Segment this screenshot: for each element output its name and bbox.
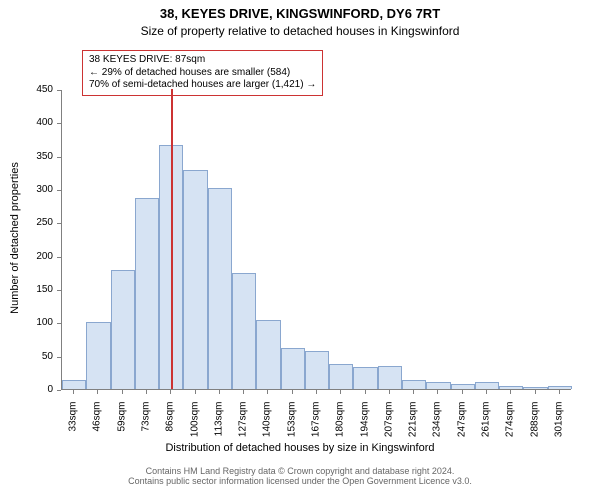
x-tick-label: 59sqm [116, 402, 127, 452]
attribution-line-1: Contains HM Land Registry data © Crown c… [0, 466, 600, 476]
x-tick-mark [146, 390, 147, 394]
histogram-bar [281, 348, 305, 389]
histogram-bar [523, 387, 547, 389]
x-tick-label: 127sqm [238, 402, 249, 452]
y-tick-label: 350 [36, 151, 53, 162]
x-tick-mark [559, 390, 560, 394]
x-tick-mark [267, 390, 268, 394]
histogram-bar [135, 198, 159, 389]
histogram-bar [426, 382, 450, 389]
x-tick-label: 247sqm [456, 402, 467, 452]
x-tick-label: 113sqm [213, 402, 224, 452]
histogram-bar [111, 270, 135, 389]
y-tick-mark [57, 157, 61, 158]
histogram-bar [232, 273, 256, 389]
y-tick-mark [57, 257, 61, 258]
histogram-bar [62, 380, 86, 389]
x-tick-label: 46sqm [92, 402, 103, 452]
annotation-box: 38 KEYES DRIVE: 87sqm ← 29% of detached … [82, 50, 323, 96]
x-tick-mark [510, 390, 511, 394]
x-tick-label: 221sqm [408, 402, 419, 452]
histogram-bar [353, 367, 377, 389]
y-axis-label: Number of detached properties [9, 138, 21, 338]
y-tick-mark [57, 190, 61, 191]
x-tick-label: 288sqm [529, 402, 540, 452]
x-tick-mark [73, 390, 74, 394]
y-tick-label: 0 [47, 384, 53, 395]
y-tick-label: 300 [36, 184, 53, 195]
x-tick-label: 180sqm [335, 402, 346, 452]
page-title: 38, KEYES DRIVE, KINGSWINFORD, DY6 7RT [0, 6, 600, 21]
y-tick-mark [57, 123, 61, 124]
histogram-bar [208, 188, 232, 389]
histogram-bar [402, 380, 426, 389]
y-tick-label: 250 [36, 217, 53, 228]
x-tick-label: 207sqm [383, 402, 394, 452]
x-tick-mark [170, 390, 171, 394]
histogram-bar [256, 320, 280, 389]
x-tick-label: 140sqm [262, 402, 273, 452]
histogram-bar [475, 382, 499, 389]
x-tick-label: 153sqm [286, 402, 297, 452]
x-tick-mark [97, 390, 98, 394]
annotation-line-2: ← 29% of detached houses are smaller (58… [89, 67, 316, 80]
x-tick-mark [243, 390, 244, 394]
x-tick-label: 167sqm [311, 402, 322, 452]
attribution-line-2: Contains public sector information licen… [0, 476, 600, 486]
x-tick-mark [292, 390, 293, 394]
x-tick-mark [316, 390, 317, 394]
histogram-bar [86, 322, 110, 389]
annotation-line-3: 70% of semi-detached houses are larger (… [89, 79, 316, 92]
y-tick-label: 100 [36, 317, 53, 328]
x-tick-mark [122, 390, 123, 394]
x-tick-label: 86sqm [165, 402, 176, 452]
attribution: Contains HM Land Registry data © Crown c… [0, 466, 600, 486]
y-tick-mark [57, 90, 61, 91]
x-tick-label: 274sqm [505, 402, 516, 452]
histogram-bar [183, 170, 207, 389]
x-tick-mark [413, 390, 414, 394]
x-tick-label: 301sqm [553, 402, 564, 452]
histogram-chart: 38 KEYES DRIVE: 87sqm ← 29% of detached … [61, 90, 571, 390]
x-tick-mark [486, 390, 487, 394]
x-tick-mark [389, 390, 390, 394]
figure: 38, KEYES DRIVE, KINGSWINFORD, DY6 7RT S… [0, 0, 600, 500]
y-tick-label: 400 [36, 117, 53, 128]
histogram-bar [451, 384, 475, 389]
histogram-bar [499, 386, 523, 389]
y-tick-mark [57, 357, 61, 358]
x-tick-mark [365, 390, 366, 394]
y-tick-label: 150 [36, 284, 53, 295]
x-tick-mark [437, 390, 438, 394]
x-tick-label: 33sqm [68, 402, 79, 452]
y-tick-mark [57, 223, 61, 224]
y-tick-mark [57, 290, 61, 291]
histogram-bar [329, 364, 353, 389]
x-tick-label: 100sqm [189, 402, 200, 452]
x-tick-label: 234sqm [432, 402, 443, 452]
x-tick-mark [535, 390, 536, 394]
x-tick-label: 194sqm [359, 402, 370, 452]
histogram-bar [305, 351, 329, 389]
page-subtitle: Size of property relative to detached ho… [0, 24, 600, 38]
histogram-bar [378, 366, 402, 389]
x-tick-mark [340, 390, 341, 394]
x-tick-mark [219, 390, 220, 394]
x-tick-label: 261sqm [481, 402, 492, 452]
x-tick-label: 73sqm [141, 402, 152, 452]
histogram-bar [548, 386, 572, 389]
y-tick-label: 450 [36, 84, 53, 95]
x-tick-mark [195, 390, 196, 394]
property-marker-line [171, 89, 173, 389]
x-tick-mark [462, 390, 463, 394]
y-tick-label: 200 [36, 251, 53, 262]
y-tick-mark [57, 323, 61, 324]
y-tick-label: 50 [42, 351, 53, 362]
annotation-line-1: 38 KEYES DRIVE: 87sqm [89, 54, 316, 67]
y-tick-mark [57, 390, 61, 391]
